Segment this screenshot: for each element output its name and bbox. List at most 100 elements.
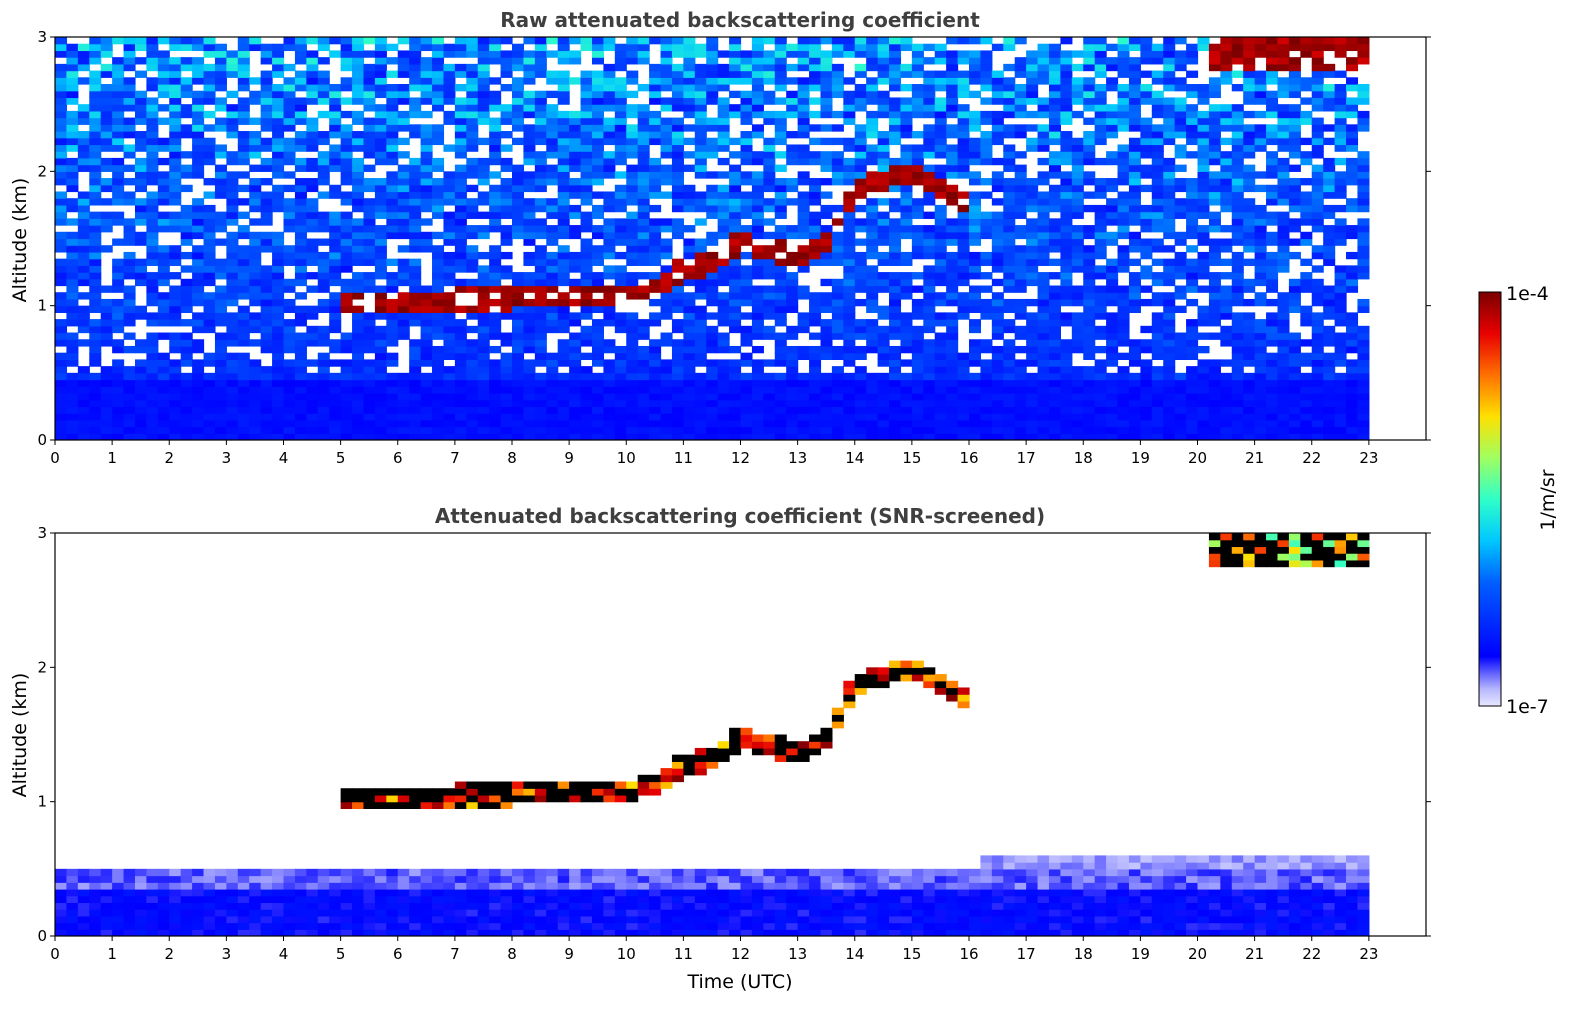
heatmap-cell <box>157 70 170 78</box>
heatmap-cell <box>89 298 102 307</box>
heatmap-cell <box>294 372 307 381</box>
heatmap-cell <box>192 225 205 233</box>
heatmap-cell <box>317 90 330 99</box>
heatmap-cell <box>1060 258 1073 266</box>
heatmap-cell <box>557 70 570 78</box>
heatmap-cell <box>626 372 639 381</box>
heatmap-cell <box>306 285 319 293</box>
heatmap-cell <box>1163 157 1176 166</box>
heatmap-cell <box>614 433 627 440</box>
heatmap-cell <box>432 164 445 172</box>
heatmap-cell <box>729 110 742 119</box>
heatmap-cell <box>1094 191 1107 199</box>
heatmap-cell <box>843 285 856 293</box>
heatmap-cell <box>1117 285 1130 293</box>
heatmap-cell <box>866 345 879 354</box>
heatmap-cell <box>580 218 593 226</box>
heatmap-cell <box>786 345 799 354</box>
heatmap-cell <box>729 265 742 273</box>
heatmap-cell <box>706 184 719 193</box>
heatmap-cell <box>180 292 193 300</box>
heatmap-cell <box>374 399 387 408</box>
heatmap-cell <box>683 305 696 313</box>
heatmap-cell <box>969 319 982 327</box>
heatmap-cell <box>477 104 490 112</box>
heatmap-cell <box>1106 399 1119 408</box>
heatmap-cell <box>420 325 433 334</box>
heatmap-cell <box>843 305 856 313</box>
heatmap-cell <box>546 406 559 414</box>
heatmap-cell <box>134 426 147 434</box>
heatmap-cell <box>1151 110 1164 119</box>
heatmap-cell <box>512 225 525 233</box>
heatmap-cell <box>1083 251 1096 260</box>
heatmap-cell <box>55 292 68 300</box>
heatmap-cell <box>237 137 250 146</box>
heatmap-cell <box>294 211 307 219</box>
heatmap-cell <box>729 312 742 320</box>
heatmap-cell <box>283 204 296 213</box>
heatmap-cell <box>409 198 422 206</box>
heatmap-cell <box>991 251 1004 260</box>
heatmap-cell <box>923 77 936 85</box>
heatmap-cell <box>923 419 936 428</box>
heatmap-cell <box>249 312 262 320</box>
heatmap-cell <box>786 278 799 287</box>
heatmap-cell <box>100 325 113 334</box>
heatmap-cell <box>134 231 147 240</box>
heatmap-cell <box>192 218 205 226</box>
heatmap-cell <box>1094 110 1107 119</box>
heatmap-cell <box>443 278 456 287</box>
heatmap-cell <box>991 332 1004 340</box>
heatmap-cell <box>1128 191 1141 199</box>
heatmap-cell <box>1208 278 1221 287</box>
heatmap-cell <box>443 117 456 125</box>
heatmap-cell <box>626 319 639 327</box>
heatmap-cell <box>123 131 136 139</box>
heatmap-cell <box>386 231 399 240</box>
heatmap-cell <box>203 305 216 313</box>
heatmap-cell <box>591 225 604 233</box>
heatmap-cell <box>1128 298 1141 307</box>
heatmap-cell <box>626 419 639 428</box>
heatmap-cell <box>1060 211 1073 219</box>
heatmap-cell <box>1083 278 1096 287</box>
heatmap-cell <box>237 265 250 273</box>
heatmap-cell <box>443 258 456 266</box>
heatmap-cell <box>123 265 136 273</box>
heatmap-cell <box>66 258 79 266</box>
heatmap-cell <box>1014 379 1027 387</box>
heatmap-cell <box>523 90 536 99</box>
heatmap-cell <box>386 433 399 440</box>
heatmap-cell <box>374 413 387 421</box>
heatmap-cell <box>1094 265 1107 273</box>
heatmap-cell <box>1014 63 1027 72</box>
heatmap-cell <box>889 37 902 45</box>
heatmap-cell <box>603 171 616 179</box>
heatmap-cell <box>1197 238 1210 246</box>
heatmap-cell <box>1106 117 1119 125</box>
heatmap-cell <box>489 406 502 414</box>
heatmap-cell <box>729 433 742 440</box>
heatmap-cell <box>649 345 662 354</box>
heatmap-cell <box>397 426 410 434</box>
heatmap-cell <box>1106 198 1119 206</box>
heatmap-cell <box>957 231 970 240</box>
heatmap-cell <box>294 305 307 313</box>
heatmap-cell <box>1014 272 1027 280</box>
heatmap-cell <box>957 218 970 226</box>
heatmap-cell <box>500 305 513 313</box>
heatmap-cell <box>180 204 193 213</box>
heatmap-cell <box>774 332 787 340</box>
heatmap-cell <box>591 359 604 367</box>
heatmap-cell <box>1094 231 1107 240</box>
heatmap-cell <box>580 157 593 166</box>
heatmap-cell <box>534 433 547 440</box>
heatmap-cell <box>774 372 787 381</box>
heatmap-cell <box>489 77 502 85</box>
heatmap-cell <box>123 312 136 320</box>
heatmap-cell <box>100 426 113 434</box>
heatmap-cell <box>923 245 936 253</box>
heatmap-cell <box>797 379 810 387</box>
heatmap-cell <box>409 379 422 387</box>
